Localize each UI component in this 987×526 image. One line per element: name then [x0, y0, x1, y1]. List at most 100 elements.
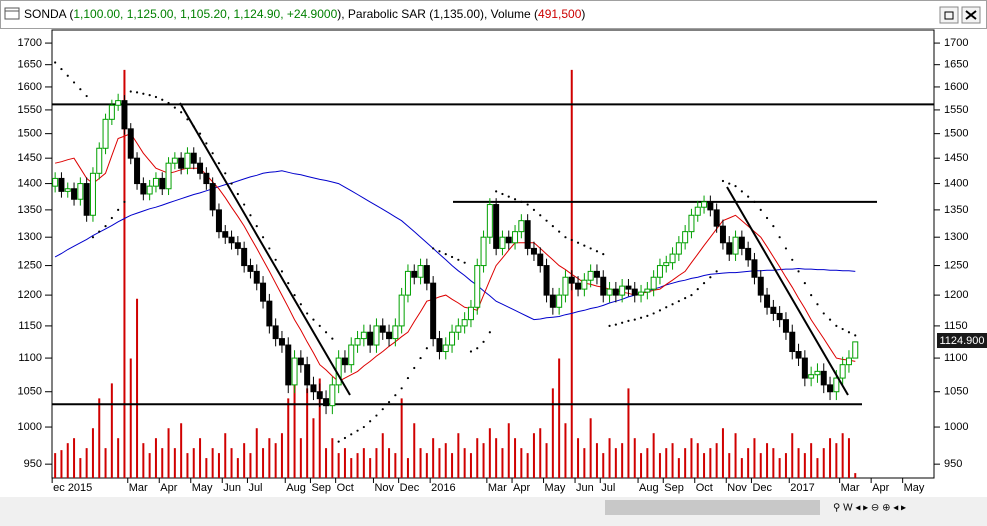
- y-tick-label-right: 1250: [944, 259, 968, 271]
- candle-body: [329, 384, 336, 407]
- sar-dot: [488, 331, 491, 334]
- sar-dot: [690, 294, 693, 297]
- x-tick-label: Jul: [248, 482, 262, 494]
- candle-body: [663, 262, 670, 267]
- candle-body: [455, 325, 462, 333]
- candle-body: [234, 242, 241, 249]
- scrollbar-thumb[interactable]: [605, 500, 820, 515]
- sar-dot: [186, 118, 189, 121]
- sar-dot: [79, 88, 82, 91]
- candle-body: [291, 357, 298, 386]
- header-part: ): [581, 7, 585, 21]
- sar-dot: [810, 294, 813, 297]
- sar-dot: [583, 244, 586, 247]
- restore-button[interactable]: [939, 6, 959, 24]
- candle-body: [480, 236, 487, 267]
- candle-body: [776, 312, 783, 321]
- sar-dot: [797, 270, 800, 273]
- sar-dot: [91, 236, 95, 239]
- plot-frame: [51, 29, 935, 479]
- candle-body: [203, 172, 210, 185]
- sar-dot: [765, 216, 769, 220]
- sar-dot: [753, 200, 756, 203]
- sar-dot: [243, 203, 246, 206]
- y-tick-label: 1700: [18, 37, 42, 49]
- sar-dot: [180, 111, 183, 114]
- candle-body: [52, 177, 59, 187]
- candle-body: [417, 265, 424, 278]
- y-tick-label-right: 1450: [944, 152, 968, 164]
- candle-body: [215, 209, 222, 233]
- sar-dot: [778, 236, 781, 239]
- plot-area: [52, 61, 934, 478]
- candle-body: [669, 253, 676, 264]
- y-tick-label: 1550: [18, 104, 42, 116]
- y-tick-label-right: 1100: [944, 352, 968, 364]
- sar-dot: [217, 162, 221, 165]
- sar-dot: [406, 376, 410, 380]
- candle-body: [354, 338, 361, 346]
- candle-body: [197, 162, 204, 174]
- sar-dot: [558, 230, 561, 233]
- y-tick-label: 1200: [18, 289, 42, 301]
- candle-body: [726, 242, 733, 255]
- sar-dot: [507, 195, 510, 198]
- sar-dot: [205, 142, 208, 145]
- candle-body: [348, 344, 355, 366]
- sar-dot: [211, 152, 214, 155]
- sar-dot: [375, 414, 378, 417]
- x-tick-label: Nov: [727, 482, 747, 494]
- sar-dot: [539, 214, 542, 217]
- y-tick-label: 1400: [18, 177, 42, 189]
- trend-line: [179, 102, 351, 396]
- candle-body: [58, 177, 65, 192]
- candle-body: [71, 188, 78, 200]
- candle-body: [814, 370, 821, 376]
- sar-dot: [98, 230, 101, 233]
- y-tick-label-right: 950: [944, 458, 962, 470]
- x-tick-label: Dec: [400, 482, 420, 494]
- sar-dot: [621, 321, 624, 324]
- candle-body: [404, 270, 411, 296]
- candle-body: [467, 306, 474, 321]
- sar-dot: [747, 195, 750, 198]
- candle-body: [839, 364, 846, 379]
- sar-dot: [671, 303, 674, 306]
- sar-dot: [589, 247, 592, 250]
- sar-dot: [854, 334, 857, 337]
- candle-body: [801, 357, 808, 379]
- sar-dot: [595, 250, 599, 253]
- sar-dot: [444, 252, 447, 256]
- y-tick-label-right: 1150: [944, 320, 968, 332]
- candle-body: [171, 157, 178, 164]
- candle-body: [682, 231, 689, 244]
- y-tick-label: 1450: [18, 152, 42, 164]
- candle-body: [512, 231, 519, 244]
- candle-body: [247, 265, 254, 272]
- x-tick-label: May: [904, 482, 925, 494]
- candle-body: [537, 253, 544, 267]
- y-tick-label-right: 1350: [944, 204, 968, 216]
- candle-body: [530, 247, 537, 255]
- candle-body: [285, 344, 292, 386]
- sar-dot: [847, 331, 851, 334]
- x-tick-label: Mar: [841, 482, 860, 494]
- sar-dot: [350, 433, 353, 436]
- candle-body: [115, 100, 122, 106]
- sar-dot: [274, 258, 277, 261]
- toolbar-icons[interactable]: ⚲ W ◂ ▸ ⊖ ⊕ ◂ ▸: [833, 503, 906, 514]
- candle-body: [562, 276, 569, 296]
- candle-body: [808, 374, 815, 379]
- trend-line: [726, 186, 849, 396]
- sar-dot: [337, 440, 340, 443]
- sar-dot: [482, 340, 485, 343]
- x-tick-label: Mar: [129, 482, 148, 494]
- sar-dot: [381, 408, 384, 411]
- moving-average-line: [54, 170, 856, 321]
- sar-dot: [646, 314, 649, 318]
- candle-body: [411, 270, 418, 278]
- candle-body: [612, 288, 619, 296]
- header-part: 1,100.00, 1,125.00, 1,105.20, 1,124.90, …: [73, 7, 337, 21]
- x-tick-label: Jun: [576, 482, 594, 494]
- sar-dot: [652, 312, 655, 315]
